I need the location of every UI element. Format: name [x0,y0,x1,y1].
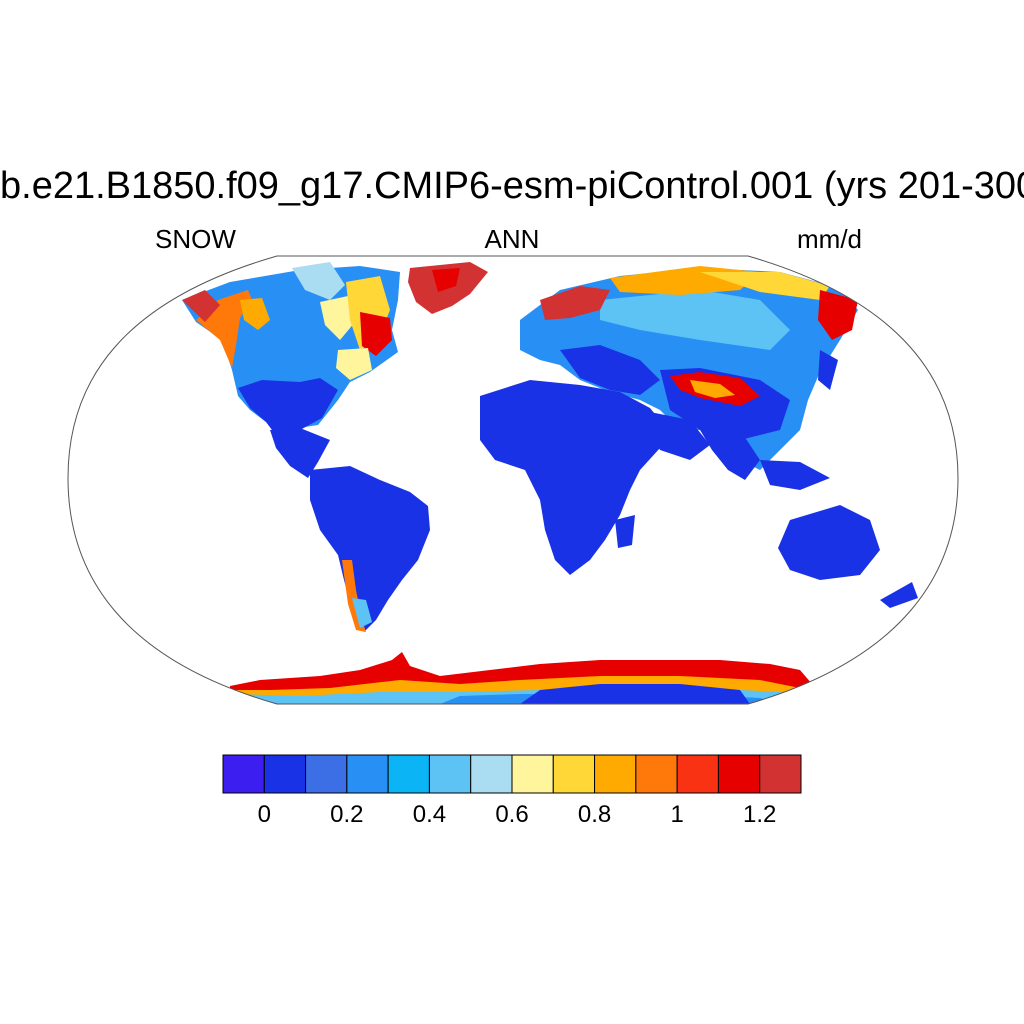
north-america [182,262,400,478]
colorbar-swatch [594,754,637,794]
variable-label: SNOW [155,224,236,254]
colorbar-swatch [470,754,513,794]
colorbar-tick-label: 0.4 [412,801,447,828]
colorbar-swatch [676,754,719,794]
plot-title: b.e21.B1850.f09_g17.CMIP6-esm-piControl.… [0,165,1024,207]
units-label: mm/d [797,224,862,254]
season-label: ANN [484,224,540,254]
colorbar-tick-label: 0.2 [330,801,364,828]
colorbar-swatch [635,754,678,794]
colorbar-swatch [759,754,802,794]
colorbar [222,754,802,794]
antarctica [230,652,812,704]
colorbar-tick-label: 1.2 [743,801,777,828]
eurasia [520,266,858,490]
colorbar-swatch [428,754,472,794]
colorbar-tick-label: 1 [670,801,684,828]
colorbar-swatch [222,754,265,794]
colorbar-tick-label: 0.8 [577,801,612,828]
colorbar-swatch [263,754,307,794]
colorbar-tick-label: 0 [257,801,271,828]
colorbar-swatch [305,754,348,794]
colorbar-tick-label: 0.6 [495,801,529,828]
map-border [67,255,959,705]
australia [778,505,918,608]
colorbar-swatch [552,754,596,794]
colorbar-swatch [346,754,389,794]
greenland [408,262,488,314]
colorbar-swatch [511,754,554,794]
south-america [310,466,430,632]
africa [480,380,710,575]
colorbar-swatch [717,754,761,794]
colorbar-swatch [387,754,430,794]
